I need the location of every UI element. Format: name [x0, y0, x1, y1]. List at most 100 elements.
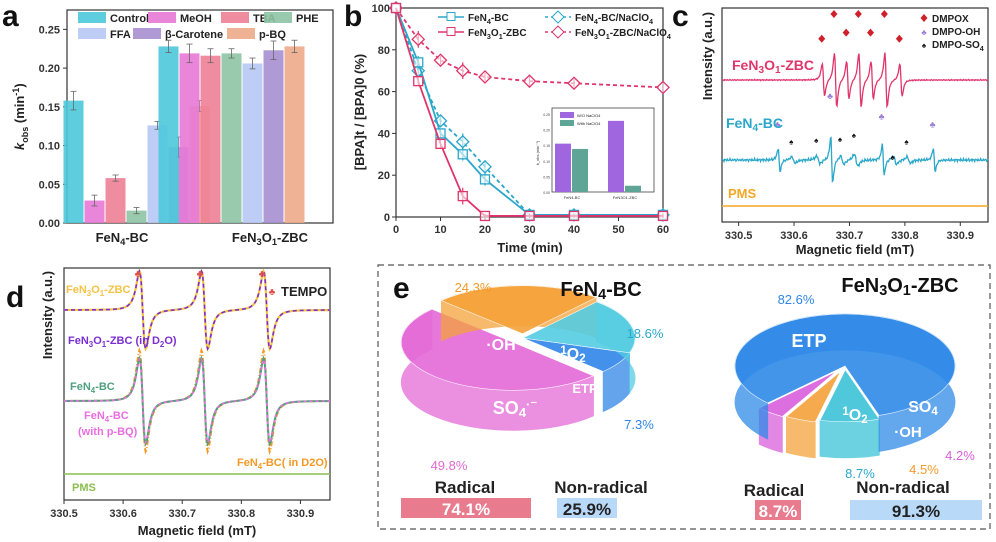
- inset-y-tick-label: 0.15: [543, 144, 550, 148]
- panel-a-ylabel: kobs (min-1): [11, 83, 30, 150]
- bar-tba: [105, 178, 126, 223]
- inset-legend-swatch: [560, 112, 574, 118]
- panel-c: c 330.5 330.6 330.7 330.8 330.9 ♣ ♣ ♣ ♣ ♠ ♠ ♠ ♠ ♠ ♠ Fe…: [672, 0, 989, 257]
- nonradical-value: 91.3%: [892, 502, 940, 521]
- x-tick-label: 20: [479, 224, 491, 236]
- legend-swatch: [78, 12, 106, 23]
- dmpo-oh-marker: ♣: [827, 91, 833, 101]
- data-point-square: [657, 210, 669, 222]
- data-point-diamond: [656, 80, 670, 95]
- pie-slice: [734, 313, 956, 416]
- trace-label-fen4-bc-pbq-line2: (with p-BQ): [78, 426, 138, 438]
- panel-b-ylabel: [BPA]t / [BPA]0 (%): [352, 54, 367, 171]
- trace-label-fen4-bc: FeN4-BC: [70, 381, 115, 395]
- legend-label: p-BQ: [259, 29, 286, 41]
- legend-marker: ♠: [922, 41, 927, 50]
- data-point-diamond: [478, 159, 492, 174]
- nonradical-bar: [557, 498, 617, 518]
- x-category-label: FeN3O1-ZBC: [232, 230, 309, 247]
- legend-label: DMPOX: [932, 14, 969, 25]
- bar-phe: [126, 210, 147, 223]
- dmpox-marker: [818, 34, 826, 43]
- inset-legend-label: With NaClO4: [577, 121, 601, 126]
- slice-label: SO4·⁻: [493, 397, 538, 420]
- nonradical-heading: Non-radical: [554, 478, 648, 497]
- x-tick-label: 60: [657, 224, 669, 236]
- dmpox-marker: [880, 10, 888, 18]
- slice-label: 1O2: [560, 345, 585, 365]
- nonradical-heading: Non-radical: [856, 478, 950, 497]
- pie-slice-side: [819, 418, 880, 459]
- x-tick-label: 330.8: [228, 508, 256, 520]
- slice-label: ·OH: [486, 337, 515, 354]
- x-tick-label: 10: [434, 224, 446, 236]
- inset-legend-label: W/O NaClO4: [577, 113, 601, 118]
- trace-label-fen3o1-zbc: FeN3O1-ZBC: [66, 284, 130, 298]
- pie-fen3o1-zbc: [734, 313, 956, 459]
- panel-d-ylabel: Intensity (a.u.): [40, 271, 55, 359]
- pie-fen4-bc: [400, 285, 636, 431]
- dmpox-marker: [830, 10, 838, 18]
- trace-label-fen4-bc-d2o: FeN4-BC( in D2O): [237, 457, 328, 471]
- legend-marker: [446, 12, 456, 21]
- dmpo-oh-marker: ♣: [930, 119, 936, 129]
- panel-c-ylabel: Intensity (a.u.): [700, 12, 715, 100]
- legend-marker: [551, 10, 565, 24]
- x-tick-label: 40: [568, 224, 580, 236]
- panel-d-frame: [63, 267, 331, 501]
- legend-label: FeN4-BC/NaClO4: [575, 13, 653, 26]
- panel-c-xlabel: Magnetic field (mT): [796, 242, 914, 257]
- tempo-legend-label: TEMPO: [281, 284, 327, 299]
- radical-value: 74.1%: [442, 500, 490, 519]
- panel-a-label: a: [2, 0, 19, 33]
- legend-label: PHE: [296, 13, 319, 25]
- bar-p-bq: [284, 46, 305, 223]
- dmpox-marker: [895, 34, 903, 43]
- legend-label: FeN3O1-ZBC/NaClO4: [575, 28, 671, 41]
- trace-fen3o1-zbc: [721, 52, 989, 109]
- x-tick-label: 330.9: [947, 230, 975, 242]
- tempo-marker: ♣: [259, 269, 266, 280]
- bar-tba: [200, 55, 221, 223]
- slice-label: ETP: [572, 381, 598, 396]
- legend-marker: ♣: [921, 28, 927, 37]
- bar-control: [158, 46, 179, 223]
- dmpo-oh-marker: ♣: [879, 112, 885, 122]
- inset-category-label: FeN3O1-ZBC: [613, 195, 638, 200]
- legend-label: DMPO-OH: [932, 27, 980, 38]
- inset-y-tick-label: 0.05: [543, 175, 550, 179]
- y-tick-label: 60: [378, 87, 390, 99]
- panel-d-xlabel: Magnetic field (mT): [138, 523, 256, 538]
- pct-label: 82.6%: [778, 292, 815, 307]
- trace-label-fen4-bc-pbq: FeN4-BC: [84, 410, 129, 424]
- bar-phe: [221, 53, 242, 224]
- bar-ffa: [242, 63, 263, 224]
- x-tick-label: 330.6: [109, 508, 137, 520]
- x-category-label: FeN4-BC: [96, 230, 149, 247]
- pie-title: FeN4-BC: [560, 279, 641, 303]
- inset-category-label: FeN4-BC: [564, 195, 581, 200]
- inset-legend-swatch: [560, 120, 574, 126]
- dmpox-marker: [867, 28, 875, 37]
- y-tick-label: 0.20: [39, 63, 60, 75]
- data-point-diamond: [455, 63, 470, 78]
- data-point-square: [524, 210, 535, 222]
- legend-label: DMPO-SO4: [932, 40, 984, 53]
- data-point-diamond: [522, 74, 537, 89]
- legend-swatch: [227, 28, 255, 39]
- inset-y-tick-label: 0.00: [543, 191, 550, 195]
- panel-c-label: c: [672, 0, 689, 33]
- pct-label: 24.3%: [455, 280, 492, 295]
- pct-label: 4.2%: [945, 448, 975, 463]
- nonradical-bar: [850, 500, 982, 520]
- dmpo-so4-marker: ♠: [789, 138, 794, 147]
- inset-bar: [625, 185, 641, 192]
- pie-slice: [440, 285, 597, 335]
- radical-bar: [755, 500, 801, 520]
- x-tick-label: 330.5: [725, 230, 753, 242]
- dmpo-so4-marker: ♠: [891, 153, 896, 162]
- trace-label-fen3o1-zbc: FeN3O1-ZBC: [732, 57, 814, 76]
- tempo-marker: ♣: [135, 269, 142, 280]
- x-tick-label: 330.7: [836, 230, 864, 242]
- trace-label-pms: PMS: [728, 186, 757, 201]
